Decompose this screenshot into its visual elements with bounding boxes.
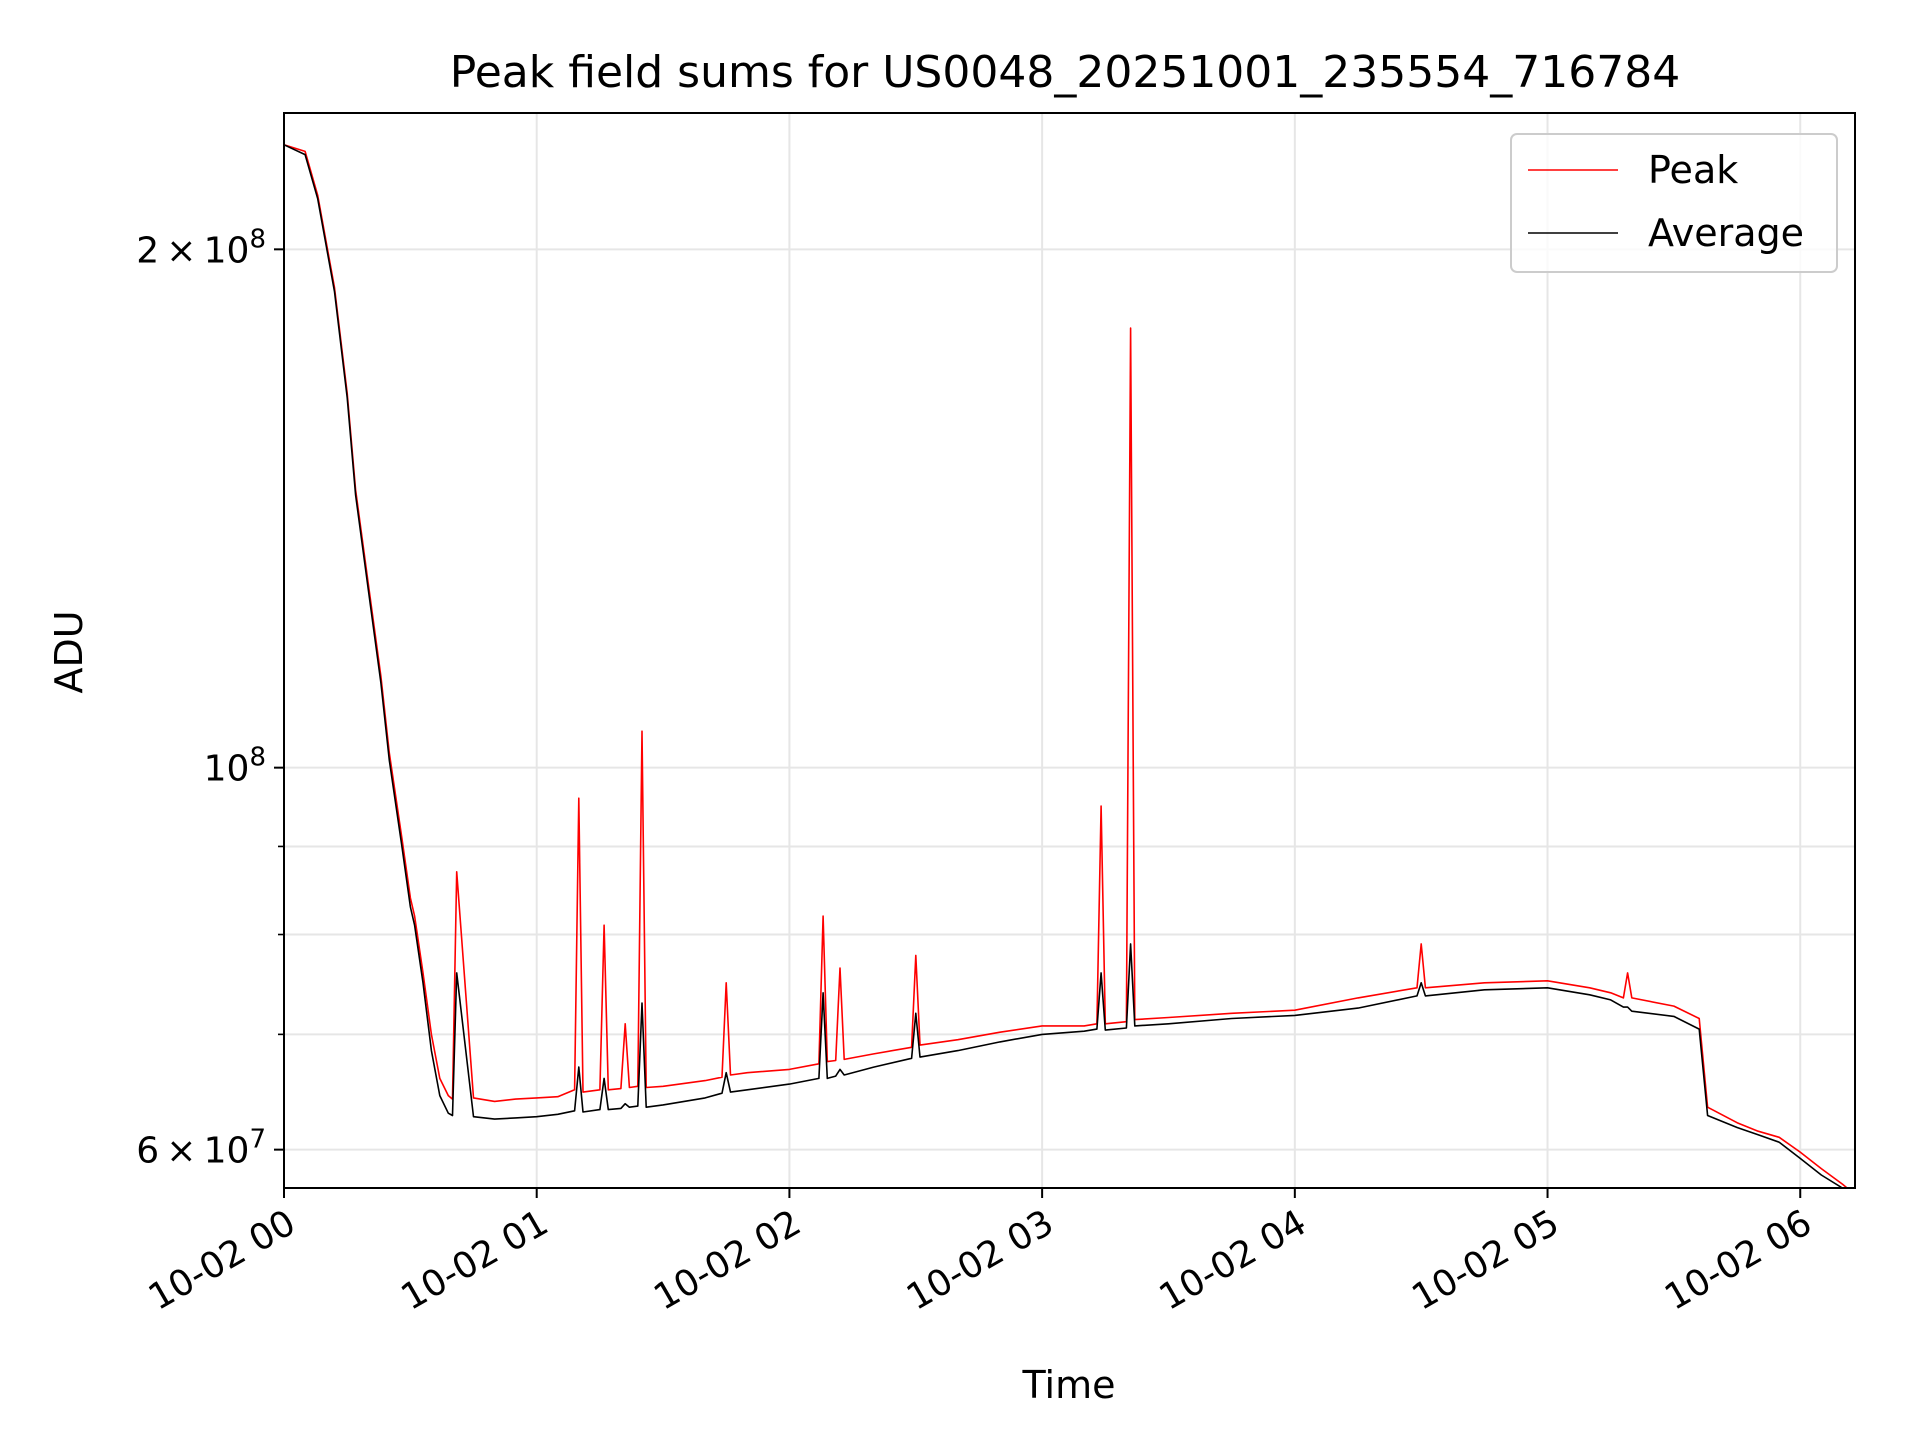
plot-frame xyxy=(283,112,1856,1189)
y-tick-label: 6 × 107 xyxy=(136,1125,266,1172)
series-line-peak xyxy=(284,144,1849,1188)
chart-title: Peak field sums for US0048_20251001_2355… xyxy=(450,47,1680,98)
legend-label-peak: Peak xyxy=(1648,148,1738,192)
series-layer xyxy=(284,144,1849,1188)
legend: Peak Average xyxy=(1510,133,1838,273)
y-tick-label: 108 xyxy=(204,743,266,790)
y-tick-label: 2 × 108 xyxy=(136,224,266,271)
x-axis-label: Time xyxy=(1022,1363,1116,1407)
y-axis-label: ADU xyxy=(47,610,91,693)
series-line-average xyxy=(284,144,1844,1188)
legend-box xyxy=(1510,133,1838,273)
y-axis: 6 × 107 108 2 × 108 xyxy=(136,224,284,1172)
legend-label-average: Average xyxy=(1648,211,1804,255)
